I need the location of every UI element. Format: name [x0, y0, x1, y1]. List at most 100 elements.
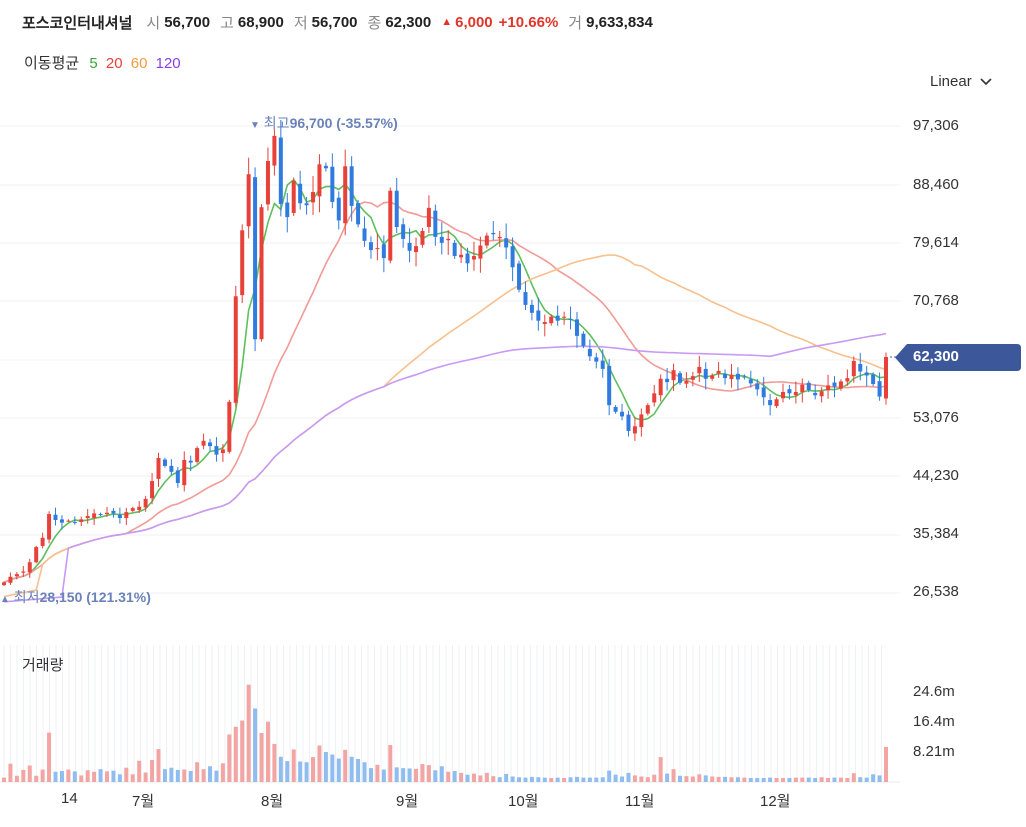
ma-5[interactable]: 5 [89, 55, 98, 72]
volume-bar [150, 760, 155, 782]
stock-name: 포스코인터내셔널 [22, 14, 133, 32]
price-tick: 97,306 [913, 117, 959, 134]
candle [838, 379, 843, 391]
candle [246, 157, 251, 239]
volume-bar [27, 765, 32, 782]
candle-body [407, 242, 412, 251]
change-value: 6,000 [455, 13, 493, 31]
volume-bar [433, 770, 438, 782]
candle-body [562, 316, 567, 318]
volume-bar [388, 745, 393, 782]
candle-body [780, 391, 785, 399]
candle [291, 177, 296, 217]
candle-body [98, 514, 103, 516]
volume-bar [137, 760, 142, 782]
volume-panel-title: 거래량 [22, 657, 64, 674]
candle [426, 195, 431, 233]
candle [465, 247, 470, 272]
volume-bar [562, 777, 567, 782]
candle-body [285, 202, 290, 218]
candle [34, 545, 39, 564]
candle-body [79, 519, 84, 522]
candle [864, 365, 869, 387]
up-triangle-icon: ▲ [441, 16, 453, 28]
volume-bar [21, 769, 26, 782]
price-tick: 26,538 [913, 583, 959, 600]
candle-body [208, 442, 213, 447]
candle [156, 452, 161, 487]
ma-60[interactable]: 60 [130, 55, 148, 72]
candle [304, 196, 309, 215]
volume-bar [79, 775, 84, 782]
candle-body [47, 514, 52, 540]
high-label: 고 [220, 14, 234, 32]
volume-bar [298, 761, 303, 782]
volume-bar [671, 769, 676, 782]
volume-bar [53, 771, 58, 782]
candle-body [175, 470, 180, 484]
candle [677, 370, 682, 385]
candle [813, 384, 818, 400]
volume-bar [394, 767, 399, 782]
candle-body [471, 256, 476, 260]
candle [208, 438, 213, 452]
ma-120[interactable]: 120 [155, 55, 181, 72]
volume-bar [330, 754, 335, 782]
candle [278, 120, 283, 217]
volume-bar [497, 777, 502, 782]
candle-body [510, 246, 515, 268]
volume-bar [188, 771, 193, 782]
candle [594, 352, 599, 369]
scale-selector[interactable]: Linear [930, 73, 992, 90]
x-tick: 7월 [132, 793, 155, 810]
candle-body [723, 373, 728, 379]
candle [716, 362, 721, 378]
volume-bar [98, 769, 103, 782]
candle-body [195, 448, 200, 462]
candle [510, 237, 515, 282]
candle-body [21, 571, 26, 573]
volume-bar [278, 756, 283, 782]
candle-body [832, 382, 837, 387]
volume-bar [253, 708, 258, 782]
candle-body [858, 364, 863, 372]
moving-average-lines [3, 178, 887, 603]
volume-bar [529, 776, 534, 782]
volume-bar [265, 721, 270, 782]
candle-body [671, 370, 676, 381]
candle-body [465, 253, 470, 264]
candle-body [452, 242, 457, 257]
volume-tick: 16.4m [913, 713, 955, 730]
candle-body [375, 248, 380, 250]
volume-bar [877, 775, 882, 782]
candle-body [66, 520, 71, 522]
candle-body [665, 378, 670, 383]
volume-bar [452, 771, 457, 782]
candle-body [169, 465, 174, 472]
volume-bar [368, 768, 373, 782]
candle-body [240, 230, 245, 296]
ma-20[interactable]: 20 [105, 55, 123, 72]
volume-bar [143, 772, 148, 782]
candle [47, 511, 52, 544]
candle [53, 507, 58, 526]
candle-body [323, 165, 328, 169]
candle [658, 374, 663, 402]
volume-bar [414, 768, 419, 782]
volume-bar [169, 767, 174, 782]
candle-body [877, 381, 882, 397]
price-tick: 53,076 [913, 409, 959, 426]
candle [497, 231, 502, 248]
candle [581, 331, 586, 349]
candle-body [748, 379, 753, 384]
volume-bar [800, 777, 805, 782]
volume-bar [639, 776, 644, 782]
volume-bar [459, 772, 464, 782]
candle-body [504, 238, 509, 248]
candle [452, 239, 457, 259]
volume-bar [426, 765, 431, 782]
candle-body [845, 378, 850, 382]
candle-body [690, 376, 695, 380]
candle [607, 359, 612, 416]
